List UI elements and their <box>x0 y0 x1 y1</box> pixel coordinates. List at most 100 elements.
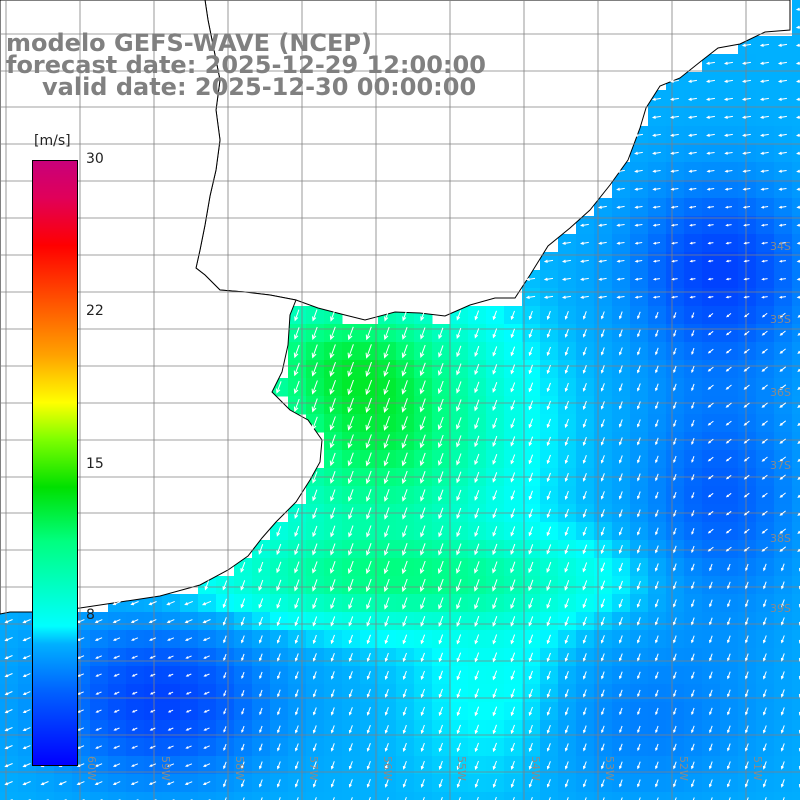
wind-arrow <box>669 97 679 101</box>
wind-arrow <box>384 616 390 627</box>
wind-arrow <box>670 223 678 227</box>
wind-arrow <box>779 366 787 372</box>
wind-arrow <box>779 312 786 318</box>
wind-arrow <box>761 474 768 480</box>
wind-arrow <box>634 259 643 263</box>
wind-arrow <box>652 277 660 281</box>
wind-arrow <box>402 761 407 770</box>
wind-arrow <box>474 778 479 788</box>
wind-arrow <box>582 347 587 356</box>
wind-arrow <box>654 617 659 626</box>
wind-arrow <box>492 435 498 448</box>
wind-arrow <box>637 671 641 680</box>
wind-arrow <box>742 151 751 155</box>
wind-arrow <box>564 616 570 627</box>
wind-arrow <box>492 670 498 681</box>
wind-arrow <box>600 383 605 392</box>
wind-arrow <box>365 361 372 377</box>
wind-arrow <box>528 454 534 465</box>
wind-arrow <box>259 743 263 752</box>
wind-arrow <box>618 598 623 609</box>
wind-arrow <box>600 509 605 518</box>
wind-arrow <box>510 364 516 375</box>
wind-arrow <box>76 745 85 749</box>
wind-arrow <box>724 151 733 155</box>
wind-arrow <box>474 670 480 681</box>
wind-arrow <box>528 688 533 699</box>
wind-arrow <box>222 580 228 591</box>
wind-arrow <box>492 706 498 717</box>
wind-arrow <box>510 688 515 699</box>
wind-arrow <box>312 671 317 680</box>
wind-arrow <box>294 525 300 537</box>
wind-speed-cell <box>792 180 800 199</box>
wind-arrow <box>725 528 732 534</box>
wind-arrow <box>294 653 299 662</box>
wind-arrow <box>761 438 768 444</box>
longitude-label: 57W <box>307 756 320 781</box>
wind-arrow <box>510 490 516 501</box>
wind-arrow <box>420 597 426 610</box>
wind-arrow <box>671 259 678 263</box>
wind-arrow <box>763 599 767 608</box>
latitude-label: 37S <box>770 459 791 472</box>
wind-arrow <box>796 295 800 299</box>
longitude-label: 56W <box>381 756 394 781</box>
wind-arrow <box>725 330 732 336</box>
wind-arrow <box>725 277 732 281</box>
wind-arrow <box>634 277 643 281</box>
wind-arrow <box>655 419 659 428</box>
wind-speed-cell <box>792 486 800 505</box>
wind-arrow <box>419 434 426 449</box>
wind-arrow <box>402 688 407 698</box>
wind-arrow <box>778 205 787 209</box>
wind-arrow <box>474 634 480 645</box>
wind-arrow <box>777 61 787 65</box>
wind-arrow <box>652 259 660 263</box>
wind-arrow <box>564 364 569 374</box>
wind-arrow <box>131 673 138 677</box>
wind-arrow <box>743 438 750 444</box>
wind-arrow <box>474 417 480 430</box>
wind-arrow <box>312 579 318 592</box>
wind-arrow <box>259 653 263 662</box>
latitude-label: 36S <box>770 386 791 399</box>
wind-arrow <box>564 490 569 500</box>
wind-arrow <box>528 761 533 770</box>
wind-arrow <box>564 671 569 680</box>
wind-arrow <box>546 544 552 555</box>
wind-arrow <box>438 706 443 717</box>
wind-arrow <box>347 452 354 467</box>
wind-arrow <box>348 507 354 520</box>
wind-arrow <box>293 380 300 395</box>
wind-arrow <box>761 384 768 390</box>
wind-arrow <box>492 382 498 393</box>
wind-speed-cell <box>270 792 289 800</box>
wind-arrow <box>564 454 569 465</box>
wind-arrow <box>618 401 623 410</box>
wind-speed-cell <box>792 792 800 800</box>
wind-arrow <box>636 617 641 626</box>
wind-arrow <box>474 310 480 321</box>
wind-arrow <box>707 384 714 390</box>
wind-arrow <box>761 241 768 245</box>
wind-arrow <box>760 169 769 173</box>
wind-arrow <box>582 329 587 338</box>
longitude-label: 52W <box>677 756 690 781</box>
wind-arrow <box>365 434 372 449</box>
wind-arrow <box>723 61 733 65</box>
wind-speed-cell <box>18 792 37 800</box>
wind-arrow <box>510 543 516 555</box>
wind-arrow <box>743 474 750 480</box>
wind-arrow <box>184 637 193 641</box>
wind-arrow <box>384 670 389 680</box>
wind-arrow <box>564 311 569 320</box>
wind-arrow <box>688 169 697 173</box>
wind-arrow <box>655 509 659 518</box>
wind-arrow <box>706 169 715 173</box>
wind-arrow <box>673 527 677 536</box>
wind-arrow <box>438 507 444 520</box>
wind-arrow <box>761 366 768 372</box>
wind-arrow <box>494 796 497 800</box>
wind-arrow <box>723 79 733 83</box>
